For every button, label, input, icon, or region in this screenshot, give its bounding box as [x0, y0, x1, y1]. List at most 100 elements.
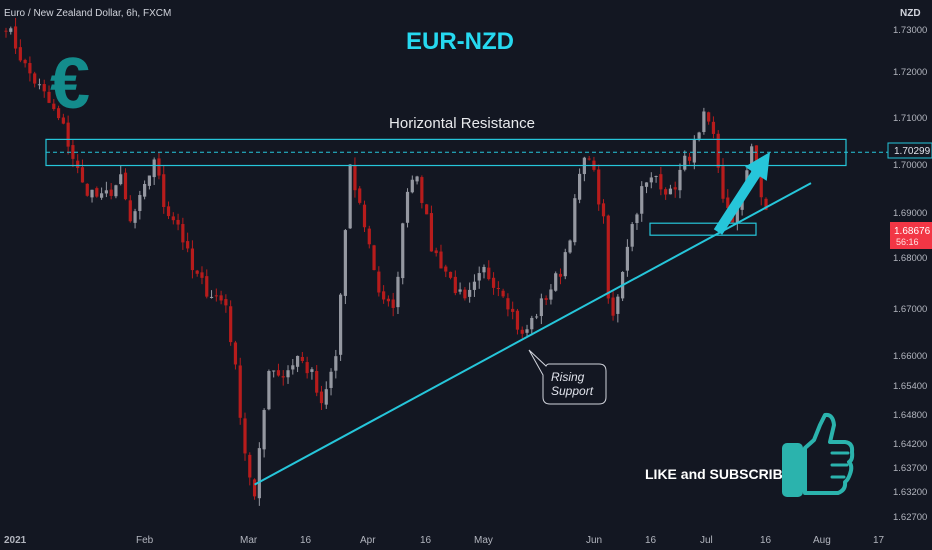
- candlestick-series: [4, 17, 768, 506]
- candle-body: [329, 371, 333, 388]
- candle-body: [334, 356, 338, 371]
- candle-body: [764, 198, 768, 210]
- candle-body: [272, 370, 276, 372]
- candle-body: [664, 189, 668, 195]
- candle-body: [678, 169, 682, 191]
- candle-body: [391, 299, 395, 308]
- candle-body: [181, 224, 185, 243]
- candle-body: [640, 186, 644, 214]
- candle-body: [252, 479, 257, 497]
- candle-body: [195, 270, 199, 274]
- candle-body: [611, 297, 615, 316]
- price-tick-label: 1.65400: [893, 381, 927, 392]
- price-tick-label: 1.63200: [893, 487, 927, 498]
- candle-body: [143, 184, 147, 197]
- symbol-header[interactable]: Euro / New Zealand Dollar, 6h, FXCM: [4, 8, 171, 19]
- candle-body: [716, 133, 720, 168]
- candle-body: [171, 216, 175, 221]
- time-tick-label: Aug: [813, 535, 831, 546]
- price-tick-label: 1.62700: [893, 512, 927, 523]
- time-tick-label: 16: [300, 535, 312, 546]
- candle-body: [702, 111, 706, 133]
- candle-body: [238, 365, 242, 418]
- candle-body: [262, 410, 266, 450]
- candle-body: [85, 183, 89, 196]
- price-tick-label: 1.73000: [893, 25, 927, 36]
- candle-body: [654, 175, 658, 177]
- rising-support-line[interactable]: [254, 182, 812, 486]
- candle-body: [463, 289, 467, 299]
- time-tick-label: 16: [420, 535, 432, 546]
- candle-body: [47, 91, 51, 103]
- candle-body: [468, 289, 472, 297]
- candle-body: [37, 84, 42, 86]
- candle-body: [448, 271, 453, 278]
- price-axis[interactable]: 1.73000 1.72000 1.71000 1.70000 1.69000 1.680…: [893, 25, 927, 523]
- candle-body: [109, 189, 113, 196]
- candle-body: [597, 169, 601, 205]
- bullish-arrow[interactable]: [713, 152, 770, 235]
- candle-body: [697, 132, 701, 139]
- candle-body: [496, 287, 500, 290]
- candle-body: [692, 140, 696, 163]
- time-tick-label: 17: [873, 535, 885, 546]
- callout-label-line2: Support: [551, 384, 594, 398]
- candle-body: [348, 164, 352, 229]
- candle-body: [420, 177, 424, 203]
- candle-body: [324, 389, 328, 405]
- candle-body: [410, 179, 414, 193]
- time-tick-label: Jul: [700, 535, 713, 546]
- candle-body: [625, 246, 629, 271]
- candle-body: [23, 59, 27, 64]
- time-tick-label: Apr: [360, 535, 376, 546]
- candle-body: [95, 188, 99, 197]
- candle-body: [56, 108, 61, 119]
- price-tick-label: 1.70000: [893, 160, 927, 171]
- candle-body: [42, 84, 46, 92]
- time-axis[interactable]: 2021 Feb Mar 16 Apr 16 May Jun 16 Jul 16 Aug 17: [4, 535, 885, 546]
- candle-body: [119, 174, 123, 185]
- candle-body: [13, 26, 18, 49]
- candle-body: [76, 160, 80, 169]
- candle-body: [61, 117, 65, 124]
- thumbs-up-icon: [782, 412, 855, 497]
- candle-body: [114, 185, 118, 197]
- retest-box[interactable]: [649, 222, 757, 236]
- time-tick-label: Feb: [136, 535, 154, 546]
- price-tick-label: 1.64200: [893, 439, 927, 450]
- candle-body: [439, 251, 443, 269]
- candle-body: [66, 122, 70, 147]
- candle-body: [525, 329, 529, 333]
- candle-body: [458, 289, 462, 292]
- candle-body: [415, 176, 419, 182]
- candle-body: [243, 418, 247, 454]
- candle-body: [750, 146, 754, 170]
- candle-body: [515, 310, 520, 330]
- candle-body: [673, 187, 677, 190]
- candle-body: [539, 298, 543, 317]
- candle-body: [100, 193, 104, 198]
- time-tick-label: May: [474, 535, 493, 546]
- price-tick-label: 1.68000: [893, 253, 927, 264]
- candle-body: [396, 276, 400, 308]
- candle-body: [735, 208, 739, 224]
- candle-body: [133, 211, 137, 223]
- candle-body: [176, 219, 180, 225]
- candle-body: [544, 298, 548, 300]
- candle-body: [367, 228, 371, 245]
- candle-body: [52, 103, 56, 110]
- candle-body: [319, 391, 324, 404]
- candle-body: [530, 317, 534, 330]
- candle-body: [33, 73, 37, 84]
- candle-body: [315, 370, 319, 393]
- candle-body: [209, 296, 214, 298]
- candle-body: [123, 172, 128, 200]
- candle-body: [28, 63, 32, 74]
- rising-support-callout[interactable]: Rising Support: [528, 349, 607, 405]
- candle-body: [205, 276, 209, 297]
- time-tick-label: 16: [760, 535, 772, 546]
- candle-body: [276, 370, 281, 376]
- candle-body: [382, 291, 386, 300]
